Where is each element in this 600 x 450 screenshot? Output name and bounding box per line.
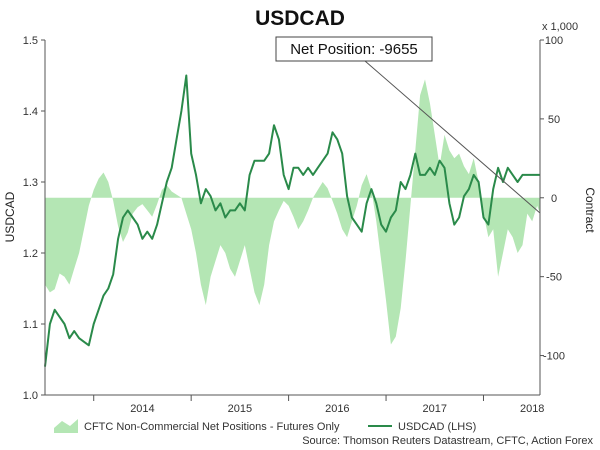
- net-position-area: [45, 79, 540, 345]
- legend-line-label: USDCAD (LHS): [398, 421, 476, 433]
- right-tick-label: 0: [551, 193, 557, 205]
- right-axis-label: Contract: [583, 187, 597, 233]
- chart-legend: CFTC Non-Commercial Net Positions - Futu…: [54, 419, 476, 433]
- x-tick-label: 2017: [423, 403, 447, 415]
- usdcad-line: [44, 74, 540, 367]
- right-tick-label: -50: [546, 272, 562, 284]
- source-note: Source: Thomson Reuters Datastream, CFTC…: [302, 435, 593, 447]
- x-tick-label: 2018: [520, 403, 544, 415]
- callout-label: Net Position: -9655: [290, 41, 418, 58]
- right-tick-label: 50: [548, 114, 560, 126]
- net-position-area-layer: [45, 79, 540, 345]
- right-axis-multiplier: x 1,000: [542, 21, 578, 33]
- left-tick-label: 1.1: [23, 319, 38, 331]
- left-tick-label: 1.0: [23, 390, 38, 402]
- x-tick-label: 2016: [325, 403, 349, 415]
- legend-area-label: CFTC Non-Commercial Net Positions - Futu…: [84, 421, 340, 433]
- left-axis-label: USDCAD: [3, 191, 17, 242]
- left-tick-label: 1.3: [23, 177, 38, 189]
- callout-box: [275, 36, 433, 62]
- chart-title: USDCAD: [255, 7, 345, 30]
- axes-layer: 1.0 1.1 1.2 1.3 1.4 1.5 -100 -50 0 50 100 2014 2015 2…: [23, 35, 565, 415]
- usdcad-line-layer: [44, 74, 540, 367]
- left-tick-label: 1.5: [23, 35, 38, 47]
- callout-leader-line: [364, 60, 541, 214]
- left-tick-label: 1.2: [23, 248, 38, 260]
- legend-area-swatch: [54, 419, 78, 433]
- plot-area: Net Position: -9655: [44, 36, 541, 367]
- right-tick-label: 100: [545, 35, 563, 47]
- x-tick-label: 2014: [130, 403, 154, 415]
- right-tick-label: -100: [543, 351, 565, 363]
- callout-layer: Net Position: -9655: [275, 36, 541, 214]
- left-tick-label: 1.4: [23, 106, 38, 118]
- x-tick-label: 2015: [228, 403, 252, 415]
